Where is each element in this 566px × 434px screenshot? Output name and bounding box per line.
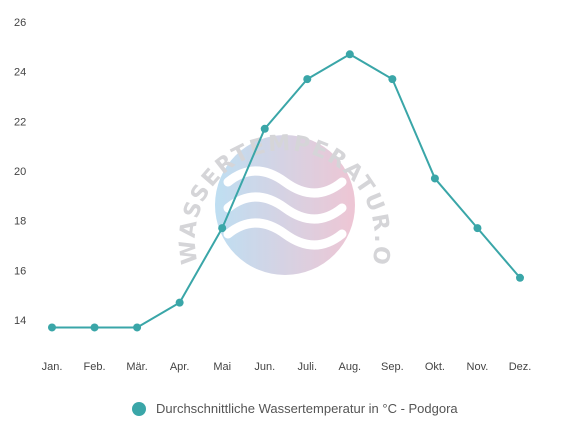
x-tick-label: Aug. bbox=[338, 361, 361, 373]
data-point[interactable] bbox=[345, 50, 354, 59]
data-point[interactable] bbox=[388, 75, 397, 84]
data-point[interactable] bbox=[133, 323, 142, 332]
x-axis: Jan. Feb. Mär. Apr. Mai Jun. Juli. Aug. Sep. Okt.… bbox=[42, 361, 532, 373]
x-tick-label: Sep. bbox=[381, 361, 404, 373]
watermark-waves-icon bbox=[223, 166, 347, 250]
data-point[interactable] bbox=[218, 224, 227, 233]
data-point[interactable] bbox=[473, 224, 482, 233]
data-point[interactable] bbox=[260, 124, 269, 133]
x-tick-label: Feb. bbox=[84, 361, 106, 373]
series-line bbox=[52, 53, 521, 329]
legend-label[interactable]: Durchschnittliche Wassertemperatur in °C… bbox=[156, 401, 458, 416]
data-point[interactable] bbox=[90, 323, 99, 332]
y-tick-label: 18 bbox=[14, 216, 26, 228]
y-tick-label: 16 bbox=[14, 265, 26, 277]
y-tick-label: 14 bbox=[14, 315, 26, 327]
x-tick-label: Jun. bbox=[254, 361, 275, 373]
y-tick-label: 26 bbox=[14, 17, 26, 29]
y-tick-label: 20 bbox=[14, 166, 26, 178]
x-tick-label: Apr. bbox=[170, 361, 190, 373]
data-point[interactable] bbox=[175, 298, 184, 307]
series-layer bbox=[48, 50, 524, 332]
x-tick-label: Okt. bbox=[425, 361, 445, 373]
data-point[interactable] bbox=[516, 273, 524, 282]
legend-marker[interactable] bbox=[132, 402, 146, 416]
data-point[interactable] bbox=[430, 174, 439, 183]
x-tick-label: Mär. bbox=[126, 361, 147, 373]
data-point[interactable] bbox=[48, 323, 56, 332]
legend[interactable]: Durchschnittliche Wassertemperatur in °C… bbox=[132, 401, 458, 416]
x-tick-label: Jan. bbox=[42, 361, 63, 373]
y-axis: 14 16 18 20 22 24 26 bbox=[14, 17, 26, 327]
y-tick-label: 24 bbox=[14, 67, 26, 79]
x-tick-label: Mai bbox=[213, 361, 231, 373]
x-tick-label: Nov. bbox=[467, 361, 489, 373]
x-tick-label: Juli. bbox=[297, 361, 317, 373]
watermark-logo: WASSERTEMPERATUR.ORG bbox=[0, 0, 392, 275]
x-tick-label: Dez. bbox=[509, 361, 532, 373]
y-tick-label: 22 bbox=[14, 116, 26, 128]
data-point[interactable] bbox=[303, 75, 312, 84]
